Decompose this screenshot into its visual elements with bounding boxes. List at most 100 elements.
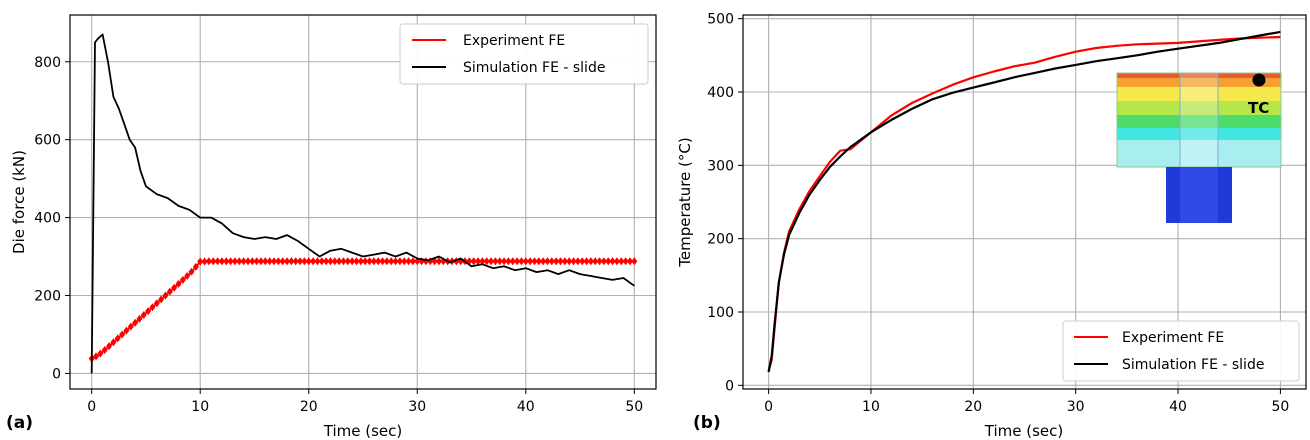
panel-a-series-marker-experiment bbox=[357, 257, 364, 266]
panel-a-series-marker-experiment bbox=[179, 275, 186, 284]
panel-a-series-marker-experiment bbox=[370, 257, 377, 266]
panel-a-series-marker-experiment bbox=[123, 326, 130, 335]
panel-a-series-marker-experiment bbox=[392, 257, 399, 266]
panel-a-ytick-label: 800 bbox=[34, 55, 61, 71]
panel-a-ytick-label: 600 bbox=[34, 133, 61, 149]
panel-a-series-marker-experiment bbox=[379, 257, 386, 266]
panel-b-ytick-label: 400 bbox=[707, 85, 734, 101]
panel-a-series-marker-experiment bbox=[479, 257, 486, 266]
panel-a-series-marker-experiment bbox=[540, 257, 547, 266]
panel-a-series-marker-experiment bbox=[557, 257, 564, 266]
panel-b-legend-label-simulation: Simulation FE - slide bbox=[1122, 357, 1264, 373]
panel-a-series-marker-experiment bbox=[266, 257, 273, 266]
thermocouple-label: TC bbox=[1248, 99, 1269, 117]
inset-lower-punch bbox=[1180, 167, 1218, 223]
panel-a-series-marker-experiment bbox=[483, 257, 490, 266]
panel-a-series-marker-experiment bbox=[509, 257, 516, 266]
panel-a-series-marker-experiment bbox=[162, 291, 169, 300]
panel-a: 0 10 20 30 40 50 0 200 400 600 800 Time (sec) Die … bbox=[6, 14, 657, 440]
panel-a-series-marker-experiment bbox=[97, 349, 104, 358]
panel-a-series-marker-experiment bbox=[275, 257, 282, 266]
panel-a-ylabel: Die force (kN) bbox=[10, 150, 28, 254]
panel-a-series-marker-experiment bbox=[93, 352, 100, 361]
panel-a-series-marker-experiment bbox=[192, 262, 199, 271]
panel-a-series-marker-experiment bbox=[301, 257, 308, 266]
panel-a-series-marker-experiment bbox=[396, 257, 403, 266]
panel-a-series-line-experiment bbox=[91, 260, 635, 360]
panel-a-series-marker-experiment bbox=[626, 257, 633, 266]
panel-a-series-marker-experiment bbox=[505, 257, 512, 266]
panel-a-series-marker-experiment bbox=[553, 257, 560, 266]
panel-a-series-marker-experiment bbox=[618, 257, 625, 266]
panel-a-legend-label-experiment: Experiment FE bbox=[463, 33, 565, 49]
panel-a-series-marker-experiment bbox=[236, 257, 243, 266]
panel-a-series-marker-experiment bbox=[340, 257, 347, 266]
panel-a-series-marker-experiment bbox=[501, 257, 508, 266]
panel-a-series-marker-experiment bbox=[496, 257, 503, 266]
panel-a-series-marker-experiment bbox=[231, 257, 238, 266]
panel-a-series-marker-experiment bbox=[197, 257, 204, 266]
panel-a-series-marker-experiment bbox=[210, 257, 217, 266]
panel-a-series-marker-experiment bbox=[596, 257, 603, 266]
panel-a-series-marker-experiment bbox=[136, 314, 143, 323]
panel-b-ytick-label: 500 bbox=[707, 12, 734, 28]
panel-b-ytick-label: 0 bbox=[725, 378, 734, 394]
panel-a-series-marker-experiment bbox=[257, 257, 264, 266]
panel-a-series-marker-experiment bbox=[214, 257, 221, 266]
panel-a-series-marker-experiment bbox=[127, 322, 134, 331]
panel-a-series-marker-experiment bbox=[522, 257, 529, 266]
panel-b-xtick-label: 0 bbox=[764, 399, 773, 415]
panel-a-series-marker-experiment bbox=[587, 257, 594, 266]
panel-b-ytick-label: 300 bbox=[707, 158, 734, 174]
panel-a-series-marker-experiment bbox=[114, 334, 121, 343]
panel-a-series-marker-experiment bbox=[331, 257, 338, 266]
panel-a-series-marker-experiment bbox=[188, 267, 195, 276]
panel-a-xtick-label: 0 bbox=[87, 399, 96, 415]
panel-a-series-marker-experiment bbox=[592, 257, 599, 266]
inset-band-lightcyan bbox=[1117, 140, 1281, 167]
panel-a-axes-frame bbox=[69, 14, 657, 390]
panel-a-series-marker-experiment bbox=[535, 257, 542, 266]
panel-a-series-marker-experiment bbox=[388, 257, 395, 266]
panel-a-series-marker-experiment bbox=[435, 257, 442, 266]
panel-a-series-marker-experiment bbox=[409, 257, 416, 266]
panel-a-ticks: 0 10 20 30 40 50 0 200 400 600 800 bbox=[34, 55, 643, 415]
panel-a-series-marker-experiment bbox=[119, 330, 126, 339]
panel-a-series-marker-experiment bbox=[336, 257, 343, 266]
panel-a-series-marker-experiment bbox=[201, 257, 208, 266]
panel-a-xtick-label: 50 bbox=[625, 399, 643, 415]
panel-a-xtick-label: 40 bbox=[517, 399, 535, 415]
panel-a-series-marker-experiment bbox=[375, 257, 382, 266]
panel-a-ytick-label: 200 bbox=[34, 289, 61, 305]
panel-b-ytick-label: 100 bbox=[707, 305, 734, 321]
panel-a-series-marker-experiment bbox=[531, 257, 538, 266]
panel-a-series-marker-experiment bbox=[166, 287, 173, 296]
panel-a-series-marker-experiment bbox=[579, 257, 586, 266]
panel-a-series-marker-experiment bbox=[323, 257, 330, 266]
inset-band-yellowgreen bbox=[1117, 101, 1281, 115]
panel-a-label: (a) bbox=[6, 413, 33, 433]
inset-band-yellow bbox=[1117, 87, 1281, 101]
panel-a-series-marker-experiment bbox=[318, 257, 325, 266]
panel-a-series-marker-experiment bbox=[158, 295, 165, 304]
panel-a-series-marker-experiment bbox=[288, 257, 295, 266]
panel-a-series-marker-experiment bbox=[327, 257, 334, 266]
panel-a-series-marker-experiment bbox=[271, 257, 278, 266]
panel-a-xtick-label: 10 bbox=[191, 399, 209, 415]
panel-b-xtick-label: 10 bbox=[862, 399, 880, 415]
panel-b-xlabel: Time (sec) bbox=[984, 422, 1063, 440]
panel-a-ytick-label: 0 bbox=[52, 366, 61, 382]
panel-a-xtick-label: 20 bbox=[300, 399, 318, 415]
panel-a-series-marker-experiment bbox=[518, 257, 525, 266]
panel-a-series-marker-experiment bbox=[140, 310, 147, 319]
panel-a-series-marker-experiment bbox=[253, 257, 260, 266]
panel-a-series-marker-experiment bbox=[574, 257, 581, 266]
panel-b-series bbox=[767, 30, 1281, 373]
panel-a-series-marker-experiment bbox=[566, 257, 573, 266]
panel-b-legend-box bbox=[1062, 320, 1300, 382]
panel-a-series-marker-experiment bbox=[205, 257, 212, 266]
panel-a-series-marker-experiment bbox=[561, 257, 568, 266]
panel-a-series-marker-experiment bbox=[297, 257, 304, 266]
panel-a-series-marker-experiment bbox=[227, 257, 234, 266]
panel-b-legend-label-experiment: Experiment FE bbox=[1122, 330, 1224, 346]
